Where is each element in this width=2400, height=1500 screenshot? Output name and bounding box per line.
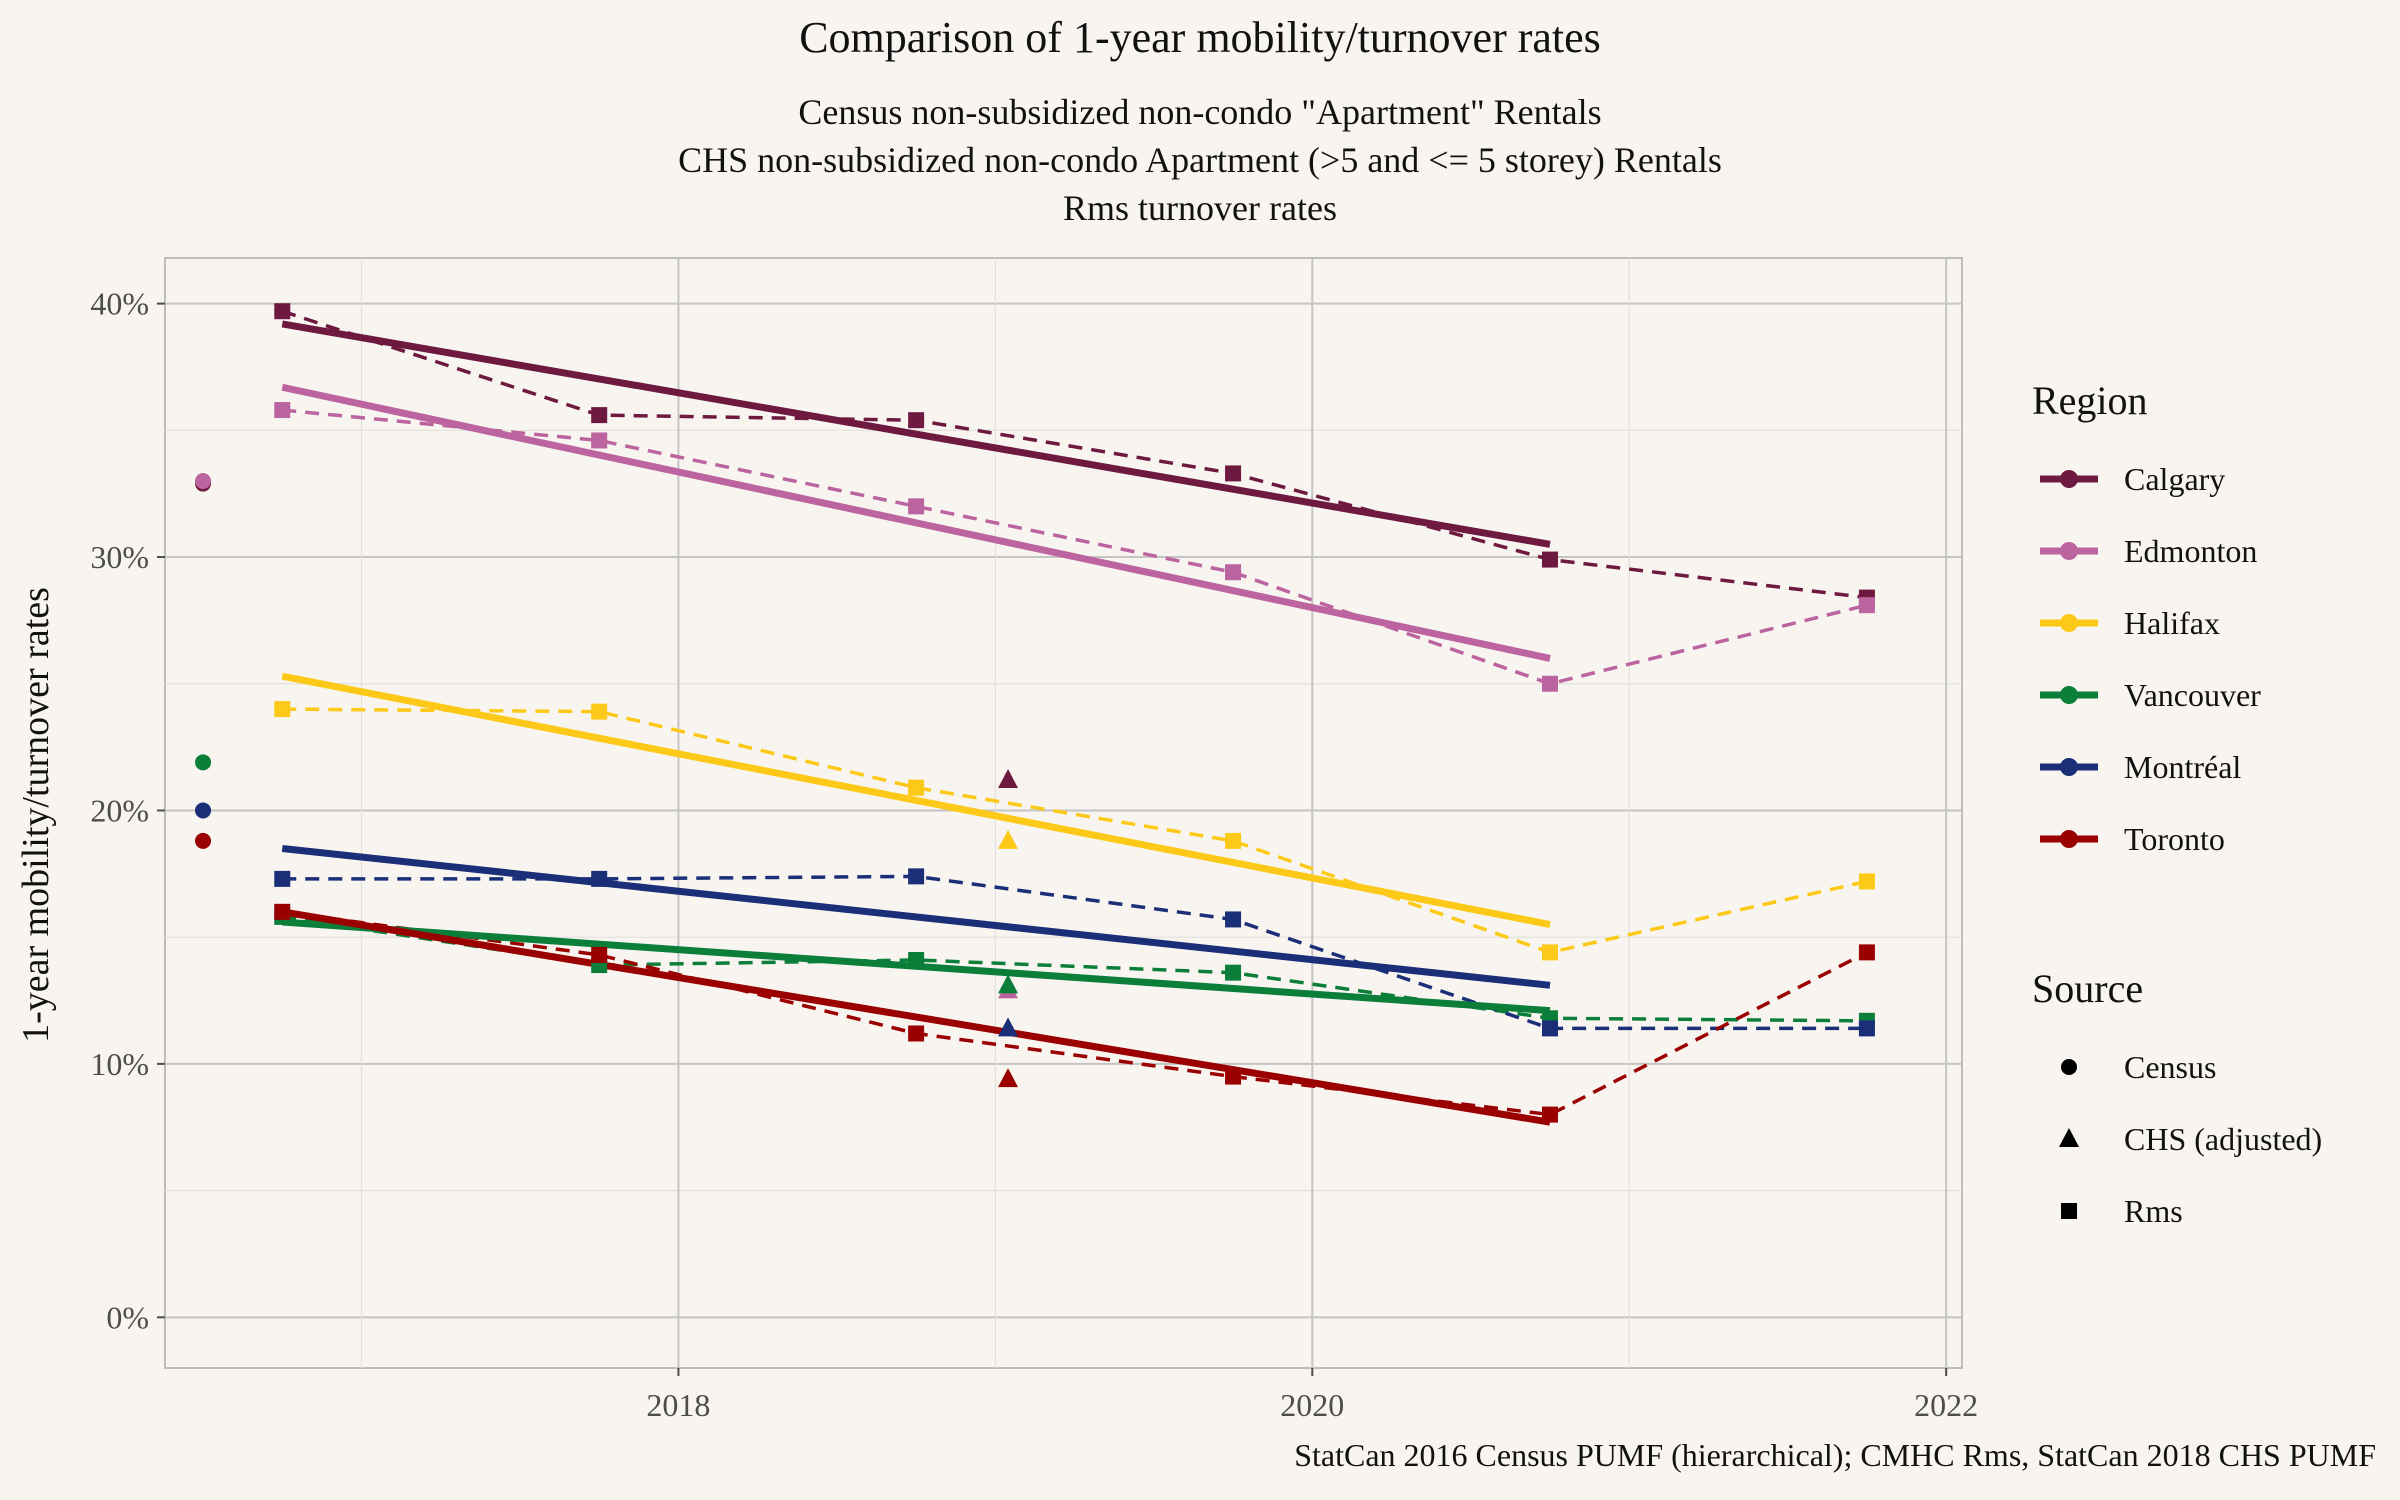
chs-point-calgary [998, 769, 1019, 789]
legend-label-halifax: Halifax [2124, 605, 2220, 641]
chs-point-montreal [998, 1017, 1019, 1037]
legend-marker-chs-adjusted- [2059, 1128, 2079, 1147]
rms-point-edmonton [908, 498, 925, 515]
legend-label-montreal: Montréal [2124, 749, 2241, 785]
rms-point-vancouver [1225, 964, 1242, 981]
rms-point-toronto [908, 1025, 925, 1042]
rms-point-edmonton [1541, 675, 1558, 692]
chart-subtitle-1: Census non-subsidized non-condo "Apartme… [798, 92, 1601, 132]
legend-marker-halifax [2060, 614, 2078, 632]
rms-point-montreal [591, 870, 608, 887]
rms-point-montreal [1225, 911, 1242, 928]
legend-marker-census [2061, 1059, 2077, 1075]
legend-region-title: Region [2032, 378, 2148, 423]
rms-point-montreal [1858, 1020, 1875, 1037]
chart-caption: StatCan 2016 Census PUMF (hierarchical);… [1294, 1437, 2376, 1473]
chs-point-halifax [998, 829, 1019, 849]
rms-line-toronto [282, 910, 1868, 1117]
chs-point-toronto [998, 1068, 1019, 1088]
rms-point-calgary [1225, 465, 1242, 482]
x-tick-label: 2022 [1914, 1387, 1978, 1423]
legend-marker-vancouver [2060, 686, 2078, 704]
legend-marker-toronto [2060, 830, 2078, 848]
chart-subtitle-2: CHS non-subsidized non-condo Apartment (… [678, 140, 1722, 180]
rms-point-halifax [1225, 832, 1242, 849]
legend-label-census: Census [2124, 1049, 2216, 1085]
trend-line-montreal [281, 844, 1551, 989]
y-tick-label: 10% [90, 1046, 149, 1082]
trend-line-edmonton [281, 383, 1551, 662]
rms-line-edmonton [282, 408, 1868, 686]
census-point-toronto [195, 832, 212, 849]
rms-point-toronto [1541, 1106, 1558, 1123]
rms-point-vancouver [908, 951, 925, 968]
legend-marker-montreal [2060, 758, 2078, 776]
rms-line-halifax [282, 707, 1868, 955]
rms-point-edmonton [1858, 597, 1875, 614]
rms-point-halifax [1858, 873, 1875, 890]
legend-sources: Census CHS (adjusted) Rms [2059, 1049, 2322, 1229]
trend-lines [281, 320, 1551, 1126]
rms-line-calgary [281, 309, 1868, 600]
rms-lines [281, 309, 1868, 1117]
legend-label-calgary: Calgary [2124, 461, 2225, 497]
y-tick-label: 30% [90, 539, 149, 575]
rms-point-halifax [908, 779, 925, 796]
y-tick-label: 40% [90, 286, 149, 322]
rms-point-calgary [274, 303, 291, 320]
rms-point-montreal [908, 868, 925, 885]
legend-label-toronto: Toronto [2124, 821, 2225, 857]
legend-regions: Calgary Edmonton Halifax Vancouver Montréal T… [2040, 461, 2261, 857]
rms-point-toronto [274, 903, 291, 920]
rms-point-toronto [1225, 1068, 1242, 1085]
legend-label-chs-adjusted-: CHS (adjusted) [2124, 1121, 2322, 1157]
legend-marker-edmonton [2060, 542, 2078, 560]
trend-line-calgary [281, 320, 1551, 548]
rms-point-calgary [591, 407, 608, 424]
y-tick-label: 20% [90, 792, 149, 828]
rms-point-calgary [908, 412, 925, 429]
chart-title: Comparison of 1-year mobility/turnover r… [799, 13, 1601, 62]
plot-panel [164, 257, 1963, 1369]
rms-point-edmonton [591, 432, 608, 449]
census-point-montreal [195, 802, 212, 819]
legend-label-edmonton: Edmonton [2124, 533, 2257, 569]
y-axis-ticks: 0% 10% 20% 30% 40% [90, 286, 165, 1335]
rms-point-edmonton [1225, 564, 1242, 581]
census-point-edmonton [195, 473, 212, 490]
legend-marker-calgary [2060, 470, 2078, 488]
x-tick-label: 2020 [1280, 1387, 1344, 1423]
legend: Region Calgary Edmonton Halifax Vancouver Mo… [2032, 378, 2322, 1229]
plot-background [164, 257, 1963, 1369]
x-tick-label: 2018 [646, 1387, 710, 1423]
rms-point-toronto [591, 946, 608, 963]
legend-marker-rms [2061, 1203, 2077, 1219]
legend-label-rms: Rms [2124, 1193, 2183, 1229]
data-points [195, 303, 1875, 1123]
x-axis-ticks: 2018 2020 2022 [646, 1368, 1978, 1423]
legend-label-vancouver: Vancouver [2124, 677, 2261, 713]
rms-point-halifax [591, 703, 608, 720]
rms-point-halifax [1541, 944, 1558, 961]
trend-line-halifax [281, 672, 1551, 928]
census-point-vancouver [195, 754, 212, 771]
rms-point-halifax [274, 701, 291, 718]
rms-point-montreal [274, 870, 291, 887]
rms-point-toronto [1858, 944, 1875, 961]
rms-point-montreal [1541, 1020, 1558, 1037]
chart-subtitle-3: Rms turnover rates [1063, 188, 1337, 228]
y-tick-label: 0% [106, 1299, 149, 1335]
legend-source-title: Source [2032, 966, 2143, 1011]
rms-point-edmonton [274, 402, 291, 419]
trend-line-toronto [281, 908, 1551, 1126]
y-axis-label: 1-year mobility/turnover rates [15, 587, 57, 1043]
rms-point-calgary [1541, 551, 1558, 568]
chs-point-vancouver [998, 974, 1019, 994]
